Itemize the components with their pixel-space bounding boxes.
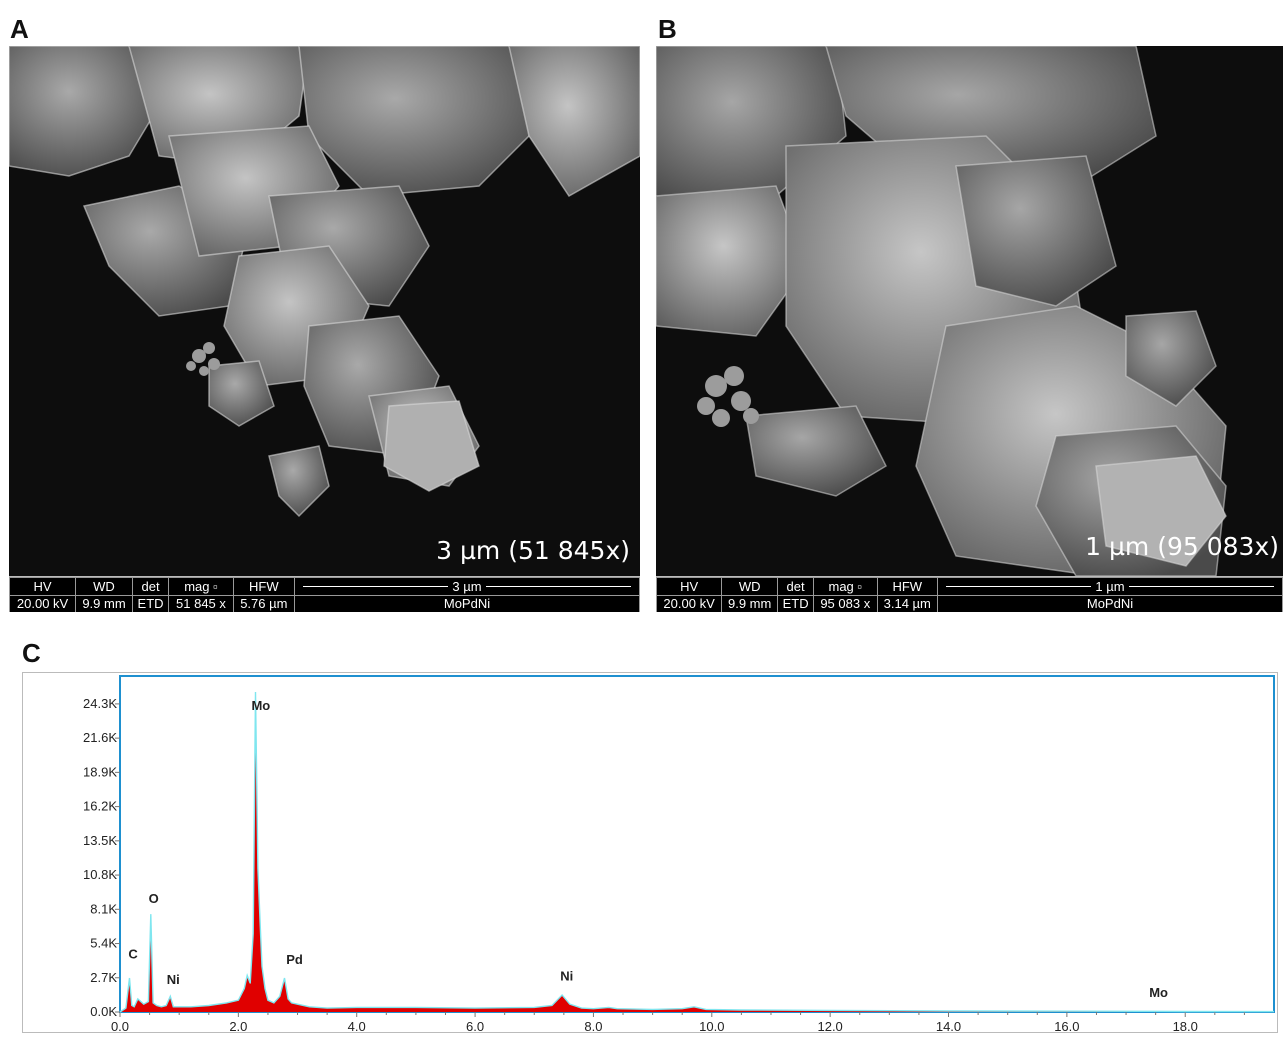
scale-annotation-a: 3 µm (51 845x) — [436, 536, 630, 565]
scalebar-label: 3 µm — [448, 578, 486, 594]
panel-b-letter: B — [658, 14, 677, 44]
outer-frame — [22, 672, 1278, 1033]
mag-label: mag ▫ — [813, 577, 878, 596]
hv-value: 20.00 kV — [656, 594, 723, 612]
panel-a-letter: A — [10, 14, 29, 44]
wd-value: 9.9 mm — [721, 594, 779, 612]
sem-image-a: 3 µm (51 845x) HV WD det mag ▫ HFW 3 µm … — [9, 46, 640, 612]
y-tick-label: 5.4K — [90, 936, 117, 951]
sem-databar-a: HV WD det mag ▫ HFW 3 µm 20.00 kV 9.9 mm… — [9, 576, 640, 612]
y-tick-label: 13.5K — [83, 833, 117, 848]
y-tick-label: 18.9K — [83, 764, 117, 779]
spectrum-line — [119, 691, 1275, 1013]
y-tick-label: 10.8K — [83, 867, 117, 882]
sample-name: MoPdNi — [294, 594, 640, 612]
x-tick-label: 4.0 — [348, 1019, 366, 1034]
x-tick-label: 16.0 — [1054, 1019, 1079, 1034]
x-tick-label: 14.0 — [936, 1019, 961, 1034]
plot-frame — [119, 675, 1275, 1013]
scalebar: 3 µm — [294, 577, 640, 596]
y-tick-label: 8.1K — [90, 901, 117, 916]
eds-spectrum-chart: 0.0K 2.7K 5.4K 8.1K 10.8K 13.5K 16.2K 18.9K 21.6… — [22, 672, 1278, 1034]
det-value: ETD — [131, 594, 170, 612]
wd-label: WD — [75, 577, 133, 596]
peak-label: Ni — [167, 972, 180, 987]
x-tick-label: 18.0 — [1173, 1019, 1198, 1034]
hv-value: 20.00 kV — [9, 594, 77, 612]
x-tick-label: 12.0 — [817, 1019, 842, 1034]
wd-value: 9.9 mm — [75, 594, 133, 612]
scalebar-label: 1 µm — [1091, 578, 1129, 594]
hv-label: HV — [656, 577, 723, 596]
peak-label: Mo — [251, 698, 270, 713]
peak-label: Pd — [286, 952, 303, 967]
hfw-value: 3.14 µm — [876, 594, 939, 612]
y-tick-label: 0.0K — [90, 1004, 117, 1019]
panel-c-letter: C — [22, 638, 41, 668]
hfw-value: 5.76 µm — [232, 594, 296, 612]
wd-label: WD — [721, 577, 779, 596]
y-tick-label: 2.7K — [90, 970, 117, 985]
mag-value: 95 083 x — [813, 594, 878, 612]
x-tick-label: 8.0 — [584, 1019, 602, 1034]
x-tick-label: 2.0 — [229, 1019, 247, 1034]
mag-label: mag ▫ — [168, 577, 234, 596]
sem-micrograph-a — [9, 46, 640, 576]
x-tick-label: 10.0 — [699, 1019, 724, 1034]
peak-label: Ni — [560, 968, 573, 983]
mag-value: 51 845 x — [168, 594, 234, 612]
hv-label: HV — [9, 577, 77, 596]
sample-name: MoPdNi — [937, 594, 1283, 612]
sem-databar-b: HV WD det mag ▫ HFW 1 µm 20.00 kV 9.9 mm… — [656, 576, 1283, 612]
sem-micrograph-b — [656, 46, 1283, 576]
peak-label: Mo — [1149, 985, 1168, 1000]
x-tick-label: 6.0 — [466, 1019, 484, 1034]
y-tick-label: 24.3K — [83, 696, 117, 711]
peak-label: O — [149, 891, 159, 906]
hfw-label: HFW — [232, 577, 296, 596]
hfw-label: HFW — [876, 577, 939, 596]
det-value: ETD — [777, 594, 815, 612]
scalebar: 1 µm — [937, 577, 1283, 596]
sem-image-b: 1 µm (95 083x) HV WD det mag ▫ HFW 1 µm … — [656, 46, 1283, 612]
det-label: det — [131, 577, 170, 596]
peak-label: C — [128, 947, 138, 962]
y-tick-label: 21.6K — [83, 730, 117, 745]
x-tick-label: 0.0 — [111, 1019, 129, 1034]
det-label: det — [777, 577, 815, 596]
scale-annotation-b: 1 µm (95 083x) — [1085, 532, 1279, 561]
y-tick-label: 16.2K — [83, 799, 117, 814]
